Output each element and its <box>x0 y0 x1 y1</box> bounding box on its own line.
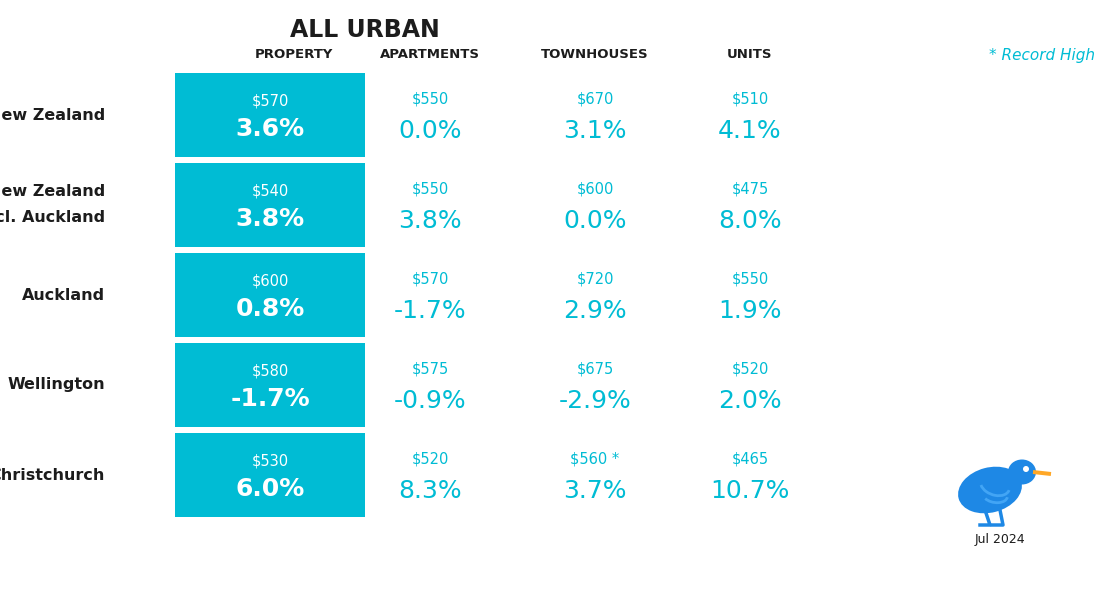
Text: 0.8%: 0.8% <box>235 297 304 321</box>
Text: -2.9%: -2.9% <box>558 389 631 413</box>
Text: 10.7%: 10.7% <box>711 479 790 503</box>
Text: 3.8%: 3.8% <box>235 207 304 231</box>
Text: -0.9%: -0.9% <box>394 389 467 413</box>
Text: $550: $550 <box>412 182 449 197</box>
Text: $570: $570 <box>252 93 289 109</box>
Text: $465: $465 <box>732 451 769 466</box>
Text: $570: $570 <box>412 271 449 286</box>
Text: 0.0%: 0.0% <box>563 209 627 233</box>
Text: $520: $520 <box>732 362 769 377</box>
Text: $560 *: $560 * <box>571 451 620 466</box>
Text: 3.8%: 3.8% <box>398 209 462 233</box>
Text: $540: $540 <box>252 184 289 198</box>
Text: $520: $520 <box>412 451 449 466</box>
Text: 8.3%: 8.3% <box>398 479 462 503</box>
Text: APARTMENTS: APARTMENTS <box>380 48 480 61</box>
Text: ALL URBAN: ALL URBAN <box>290 18 440 42</box>
Text: $530: $530 <box>252 453 289 469</box>
Text: Christchurch: Christchurch <box>0 467 105 482</box>
Text: 1.9%: 1.9% <box>718 299 782 323</box>
Text: 2.9%: 2.9% <box>563 299 627 323</box>
Text: $575: $575 <box>412 362 449 377</box>
Text: New Zealand: New Zealand <box>0 184 105 198</box>
Text: TOWNHOUSES: TOWNHOUSES <box>542 48 649 61</box>
Circle shape <box>1023 466 1029 472</box>
Text: * Record High: * Record High <box>989 48 1096 63</box>
Text: UNITS: UNITS <box>727 48 773 61</box>
FancyArrow shape <box>1033 470 1051 476</box>
Text: $550: $550 <box>412 91 449 106</box>
Text: $580: $580 <box>252 364 289 378</box>
Text: $675: $675 <box>576 362 613 377</box>
Text: -1.7%: -1.7% <box>231 387 310 411</box>
Text: 0.0%: 0.0% <box>398 119 462 143</box>
Text: excl. Auckland: excl. Auckland <box>0 210 105 225</box>
Text: 3.1%: 3.1% <box>563 119 627 143</box>
Text: Wellington: Wellington <box>8 378 105 393</box>
Text: $600: $600 <box>576 182 613 197</box>
Text: $550: $550 <box>732 271 769 286</box>
Text: New Zealand: New Zealand <box>0 108 105 122</box>
Text: $720: $720 <box>576 271 613 286</box>
Text: 2.0%: 2.0% <box>718 389 782 413</box>
Ellipse shape <box>958 467 1022 513</box>
Text: Auckland: Auckland <box>22 287 105 302</box>
Text: -1.7%: -1.7% <box>394 299 467 323</box>
Text: $510: $510 <box>732 91 769 106</box>
Bar <box>175 73 365 157</box>
Text: PROPERTY: PROPERTY <box>255 48 333 61</box>
Ellipse shape <box>1008 460 1036 485</box>
Text: 8.0%: 8.0% <box>718 209 782 233</box>
Text: 4.1%: 4.1% <box>718 119 782 143</box>
Text: $670: $670 <box>576 91 613 106</box>
Text: $600: $600 <box>252 273 289 289</box>
Text: 6.0%: 6.0% <box>235 477 304 501</box>
Text: 3.7%: 3.7% <box>563 479 627 503</box>
Bar <box>175 343 365 427</box>
Text: 3.6%: 3.6% <box>235 117 304 141</box>
Bar <box>175 253 365 337</box>
Bar <box>175 433 365 517</box>
Bar <box>175 163 365 247</box>
Text: $475: $475 <box>732 182 769 197</box>
Text: Jul 2024: Jul 2024 <box>975 533 1025 546</box>
